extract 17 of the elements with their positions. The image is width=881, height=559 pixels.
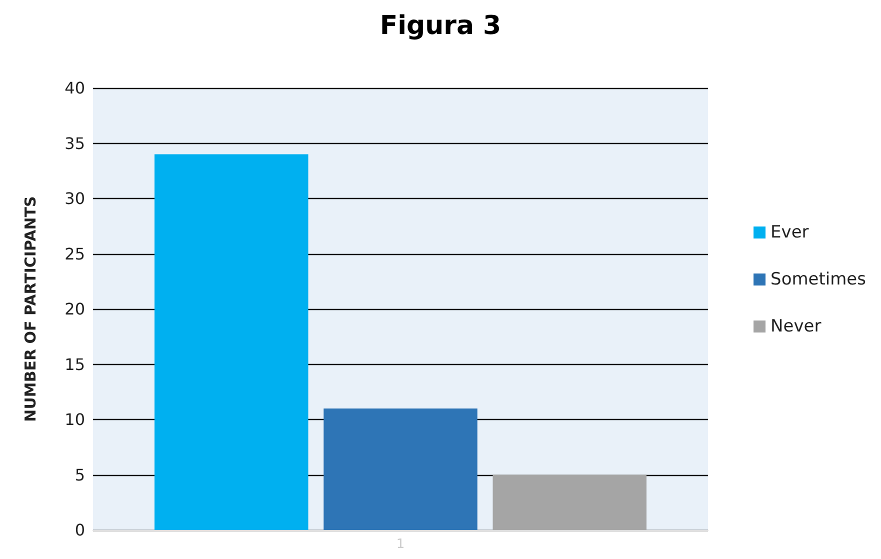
y-tick-label: 40: [64, 78, 85, 98]
bar: [154, 154, 308, 530]
chart-title: Figura 3: [380, 11, 502, 41]
y-tick-label: 20: [64, 300, 85, 318]
bar: [492, 474, 646, 530]
legend-label: Never: [770, 316, 822, 336]
y-axis-title: NUMBER OF PARTICIPANTS: [22, 196, 40, 422]
legend-label: Ever: [770, 222, 809, 242]
y-tick-label: 30: [64, 189, 85, 208]
y-tick-label: 15: [64, 354, 85, 374]
y-tick-label: 25: [64, 244, 85, 264]
y-tick-label: 0: [74, 520, 85, 540]
y-tick-label: 35: [64, 134, 85, 153]
bar: [324, 408, 478, 530]
legend-label: Sometimes: [770, 270, 866, 290]
y-tick-label: 5: [74, 465, 85, 484]
y-tick-label: 10: [64, 410, 85, 429]
